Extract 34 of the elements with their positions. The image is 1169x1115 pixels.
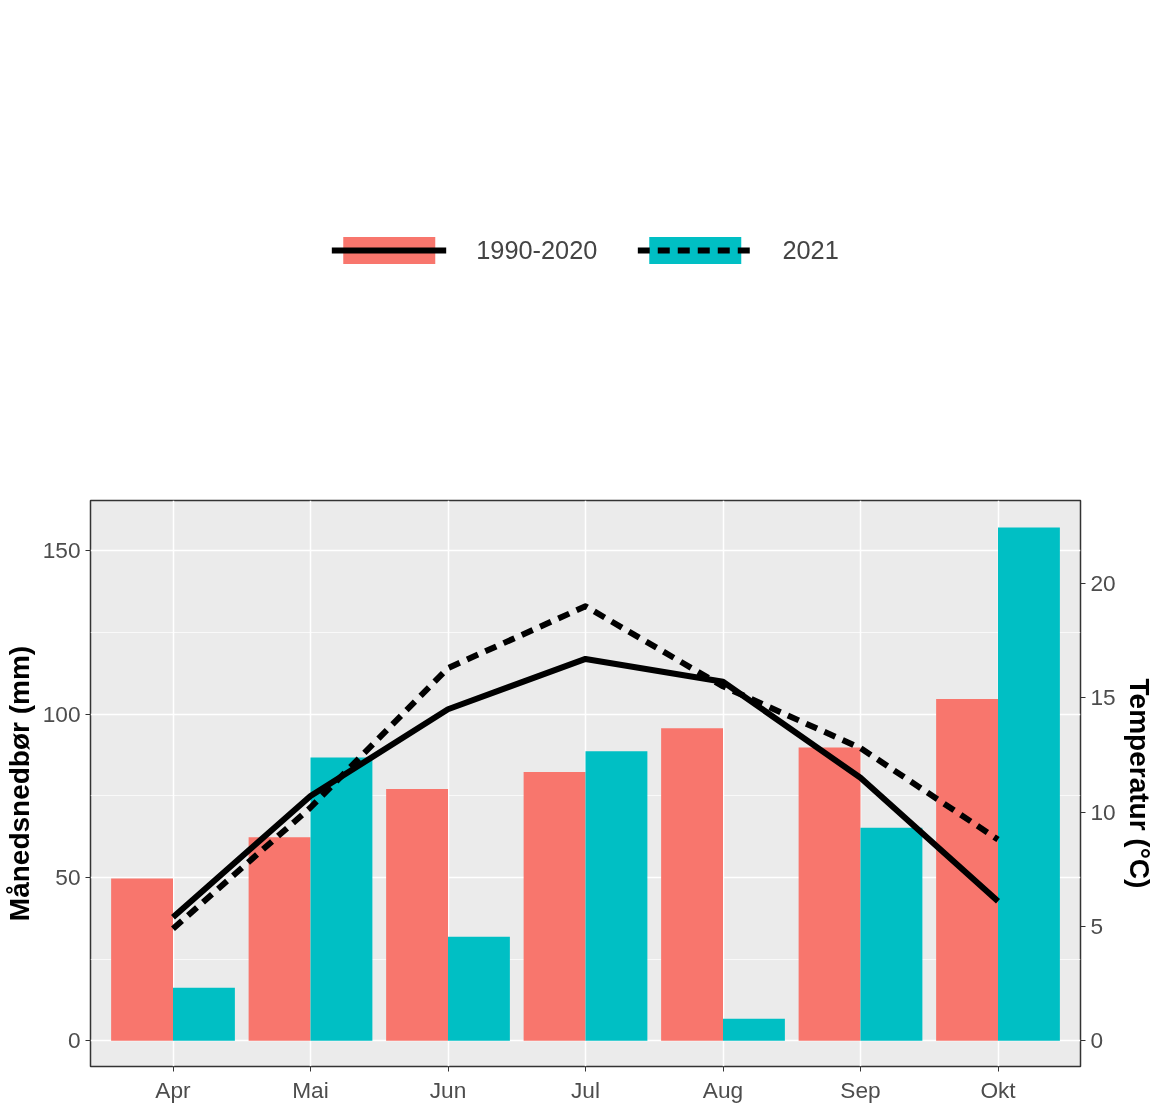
bar <box>798 747 861 1041</box>
y-axis-title: Månedsnedbør (mm) <box>3 645 35 922</box>
bar <box>248 837 311 1041</box>
y-tick-label: 0 <box>67 1027 81 1054</box>
x-tick-label: Jun <box>429 1076 467 1103</box>
x-tick-label: Okt <box>980 1076 1017 1103</box>
bar <box>448 936 510 1041</box>
legend-label: 2021 <box>782 235 839 265</box>
y2-tick-label: 20 <box>1090 569 1116 596</box>
y2-axis-title: Temperatur (°C) <box>1123 678 1155 889</box>
x-tick-label: Jul <box>571 1076 600 1103</box>
bar <box>723 1018 785 1041</box>
y2-tick-label: 5 <box>1090 912 1104 939</box>
x-tick-label: Sep <box>840 1076 881 1103</box>
y-tick-label: 50 <box>55 863 81 890</box>
bar <box>523 771 586 1041</box>
bar <box>860 827 923 1041</box>
y-tick-label: 150 <box>42 537 81 564</box>
bar <box>310 757 373 1041</box>
legend-label: 1990-2020 <box>476 235 598 265</box>
bar <box>585 751 648 1041</box>
x-tick-label: Aug <box>702 1076 744 1103</box>
bar <box>998 527 1060 1041</box>
bar <box>386 788 448 1041</box>
bar <box>111 878 173 1041</box>
bar <box>173 987 235 1041</box>
x-tick-label: Apr <box>155 1076 192 1103</box>
y2-tick-label: 10 <box>1090 798 1116 825</box>
bar <box>936 699 998 1041</box>
y2-tick-label: 0 <box>1090 1027 1104 1054</box>
y-tick-label: 100 <box>42 700 81 727</box>
bar <box>661 728 723 1041</box>
x-tick-label: Mai <box>292 1076 329 1103</box>
y2-tick-label: 15 <box>1090 684 1116 711</box>
